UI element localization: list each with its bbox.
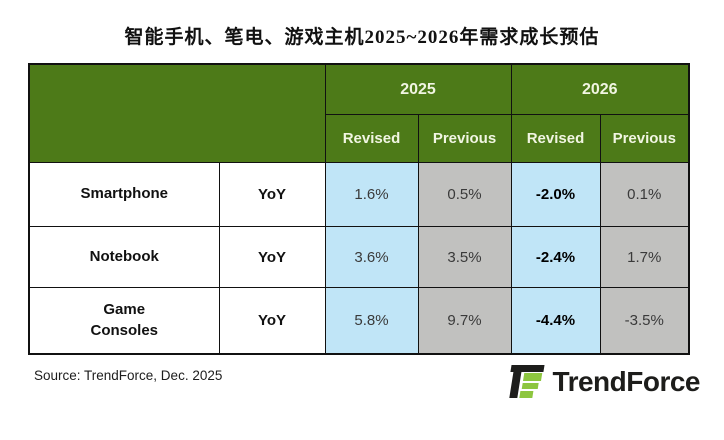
- product-label: Game Consoles: [28, 287, 220, 355]
- header-year-2025: 2025: [324, 63, 512, 115]
- metric-label: YoY: [218, 226, 326, 288]
- value-cell: 9.7%: [417, 287, 512, 355]
- value-cell: -3.5%: [599, 287, 690, 355]
- header-2026-previous: Previous: [599, 114, 690, 163]
- table-row-game-consoles: Game Consoles YoY 5.8% 9.7% -4.4% -3.5%: [28, 287, 690, 355]
- value-cell: 1.7%: [599, 226, 690, 288]
- source-note: Source: TrendForce, Dec. 2025: [34, 368, 223, 383]
- table-header-row-subs: Revised Previous Revised Previous: [29, 114, 690, 163]
- value-cell: 0.1%: [599, 162, 690, 227]
- product-label-text: Smartphone: [80, 185, 168, 203]
- header-2025-previous: Previous: [417, 114, 512, 163]
- product-label: Notebook: [28, 226, 220, 288]
- trendforce-logo-icon: [508, 365, 545, 398]
- value-cell: -4.4%: [510, 287, 601, 355]
- value-cell: 0.5%: [417, 162, 512, 227]
- forecast-table: 2025 2026 Revised Previous Revised Previ…: [28, 63, 690, 355]
- header-2026-revised: Revised: [510, 114, 601, 163]
- header-2025-revised: Revised: [324, 114, 419, 163]
- value-cell: -2.4%: [510, 226, 601, 288]
- header-year-2026: 2026: [510, 63, 690, 115]
- metric-label: YoY: [218, 287, 326, 355]
- trendforce-logo: TrendForce: [507, 362, 701, 402]
- value-cell: 5.8%: [324, 287, 419, 355]
- product-label-text: Notebook: [89, 247, 159, 265]
- page-title: 智能手机、笔电、游戏主机2025~2026年需求成长预估: [124, 27, 600, 48]
- value-cell: -2.0%: [510, 162, 601, 227]
- table-row-smartphone: Smartphone YoY 1.6% 0.5% -2.0% 0.1%: [28, 162, 690, 227]
- table-row-notebook: Notebook YoY 3.6% 3.5% -2.4% 1.7%: [28, 226, 690, 288]
- trendforce-logo-text: TrendForce: [552, 366, 701, 397]
- value-cell: 1.6%: [324, 162, 419, 227]
- product-label-text: Game Consoles: [90, 301, 158, 339]
- table-header-row-years: 2025 2026: [28, 63, 690, 163]
- value-cell: 3.5%: [417, 226, 512, 288]
- value-cell: 3.6%: [324, 226, 419, 288]
- header-corner-cell: [28, 63, 326, 163]
- metric-label: YoY: [218, 162, 326, 227]
- product-label: Smartphone: [28, 162, 220, 227]
